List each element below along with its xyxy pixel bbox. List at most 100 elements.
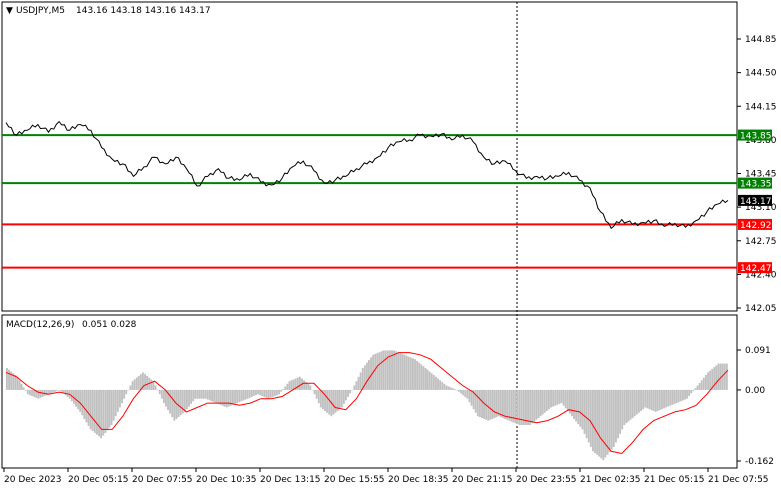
macd-histogram-bar [677,389,680,403]
macd-histogram-bar [217,389,220,404]
macd-histogram-bar [476,389,479,417]
macd-histogram-bar [146,375,149,390]
macd-histogram-bar [144,374,146,390]
macd-histogram-bar [156,389,159,391]
macd-histogram-bar [257,389,259,395]
macd-histogram-bar [717,363,720,390]
macd-histogram-bar [389,350,391,390]
macd-tick-label: 0.091 [745,346,771,356]
macd-histogram-bar [648,389,651,410]
macd-histogram-bar [45,389,48,396]
macd-histogram-bar [470,389,473,406]
macd-histogram-bar [93,389,96,433]
macd-histogram-bar [24,389,27,391]
macd-histogram-bar [198,389,201,399]
macd-histogram-bar [192,389,195,402]
macd-histogram-bar [598,389,601,457]
macd-indicator-label[interactable]: MACD(12,26,9) [6,320,74,330]
macd-histogram-bar [102,389,105,436]
macd-histogram-bar [355,381,358,390]
macd-histogram-bar [481,389,483,418]
macd-histogram-bar [87,389,90,426]
macd-histogram-bar [453,389,456,390]
macd-histogram-bar [215,389,218,404]
macd-histogram-bar [259,389,262,396]
macd-histogram-bar [520,389,523,425]
macd-histogram-bar [223,389,226,407]
level-price-tag [738,129,772,141]
macd-histogram-bar [673,389,676,404]
macd-pane-frame [1,314,738,469]
macd-histogram-bar [6,368,8,390]
macd-histogram-bar [112,389,115,421]
price-tick-label: 142.40 [745,270,777,280]
macd-histogram-bar [514,389,517,424]
macd-histogram-bar [194,389,197,399]
macd-histogram-bar [183,389,186,412]
macd-histogram-bar [248,389,251,398]
macd-histogram-bar [177,389,180,418]
macd-histogram-bar [566,389,569,411]
macd-histogram-bar [18,380,21,390]
macd-histogram-bar [43,389,46,396]
macd-histogram-bar [313,389,316,395]
macd-histogram-bar [688,389,691,396]
macd-histogram-bar [460,389,462,394]
macd-histogram-bar [700,380,703,390]
macd-histogram-bar [468,389,471,403]
macd-histogram-bar [328,389,331,415]
macd-histogram-bar [246,389,249,399]
macd-histogram-bar [451,388,454,390]
macd-histogram-bar [288,381,291,390]
price-tick-label: 144.85 [745,35,777,45]
price-tick-label: 142.75 [745,237,777,247]
macd-histogram-bar [694,388,697,390]
macd-histogram-bar [227,389,230,407]
macd-histogram-bar [619,389,622,434]
macd-histogram-bar [31,389,33,396]
macd-histogram-bar [625,389,628,424]
macd-histogram-bar [449,387,452,390]
macd-histogram-bar [416,361,419,390]
macd-histogram-bar [309,385,312,390]
macd-histogram-bar [219,389,222,405]
macd-histogram-bar [594,389,596,454]
macd-histogram-bar [633,389,636,417]
macd-histogram-bar [334,389,337,413]
macd-histogram-bar [589,389,592,447]
macd-histogram-bar [663,389,665,409]
macd-histogram-bar [692,389,695,391]
macd-histogram-bar [361,368,364,390]
macd-histogram-bar [675,389,678,404]
macd-histogram-bar [196,389,199,399]
macd-histogram-bar [437,378,439,390]
macd-histogram-bar [504,389,506,419]
macd-histogram-bar [644,389,647,408]
macd-histogram-bar [108,389,111,428]
macd-histogram-bar [464,389,467,397]
macd-histogram-bar [414,359,416,390]
macd-histogram-bar [667,389,670,407]
macd-histogram-bar [527,389,529,425]
macd-histogram-bar [238,389,241,403]
macd-histogram-bar [428,371,431,390]
symbol-menu-arrow[interactable]: ▼ [6,6,13,16]
macd-histogram-bar [359,372,362,390]
macd-tick-label: 0.00 [745,386,765,396]
macd-histogram-bar [202,389,205,399]
level-lines[interactable] [2,134,737,269]
macd-histogram-bar [342,389,345,404]
macd-histogram-bar [345,389,347,401]
macd-histogram-bar [35,389,38,398]
macd-histogram-bar [338,389,341,410]
macd-histogram-bar [303,380,306,390]
macd-histogram-bar [20,383,23,390]
price-tick-label: 144.15 [745,102,777,112]
time-tick-label: 20 Dec 18:35 [388,475,449,485]
macd-histogram-bar [443,383,446,390]
macd-histogram-bar [213,389,216,403]
macd-histogram-bar [56,389,59,391]
time-tick-label: 20 Dec 15:55 [324,475,385,485]
